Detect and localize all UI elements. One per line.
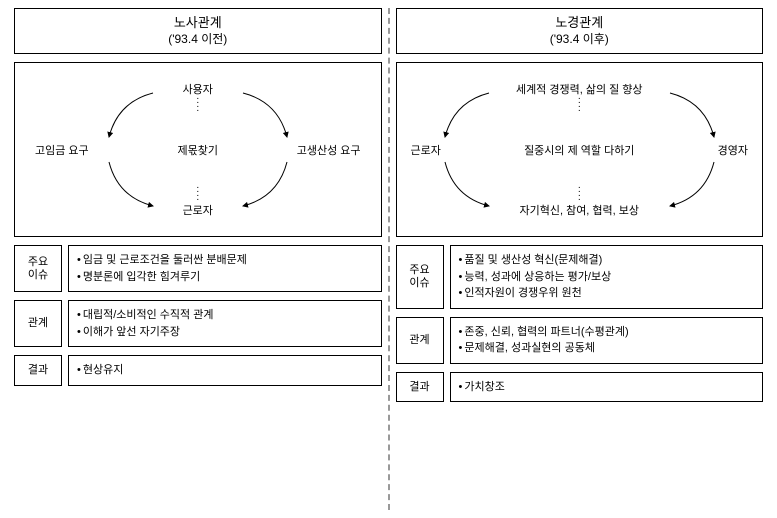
row-label: 관계 xyxy=(14,300,62,347)
left-row-issue: 주요 이슈 임금 및 근로조건을 둘러싼 분배문제 명분론에 입각한 힘겨루기 xyxy=(14,245,382,292)
arrow-icon xyxy=(233,152,293,212)
dots-icon: ···· xyxy=(578,186,581,202)
list-item: 능력, 성과에 상응하는 평가/보상 xyxy=(459,269,755,286)
right-diagram: 세계적 경쟁력, 삶의 질 향상 자기혁신, 참여, 협력, 보상 근로자 질중… xyxy=(396,62,764,237)
row-content: 대립적/소비적인 수직적 관계 이해가 앞선 자기주장 xyxy=(68,300,382,347)
right-row-result: 결과 가치창조 xyxy=(396,372,764,403)
dots-icon: ···· xyxy=(196,97,199,113)
left-diagram-left: 고임금 요구 xyxy=(35,142,89,158)
row-label: 결과 xyxy=(14,355,62,386)
list-item: 가치창조 xyxy=(459,379,755,396)
comparison-container: 노사관계 ('93.4 이전) 사용자 근로자 고임금 요구 제몫찾기 고생산성… xyxy=(0,0,777,518)
row-label: 주요 이슈 xyxy=(396,245,444,309)
list-item: 인적자원이 경쟁우위 원천 xyxy=(459,285,755,302)
left-diagram: 사용자 근로자 고임금 요구 제몫찾기 고생산성 요구 ···· ···· xyxy=(14,62,382,237)
left-row-result: 결과 현상유지 xyxy=(14,355,382,386)
dots-icon: ···· xyxy=(578,97,581,113)
list-item: 품질 및 생산성 혁신(문제해결) xyxy=(459,252,755,269)
left-column: 노사관계 ('93.4 이전) 사용자 근로자 고임금 요구 제몫찾기 고생산성… xyxy=(8,8,388,510)
row-content: 임금 및 근로조건을 둘러싼 분배문제 명분론에 입각한 힘겨루기 xyxy=(68,245,382,292)
list-item: 임금 및 근로조건을 둘러싼 분배문제 xyxy=(77,252,373,269)
list-item: 대립적/소비적인 수직적 관계 xyxy=(77,307,373,324)
left-subtitle: ('93.4 이전) xyxy=(19,32,377,48)
row-content: 현상유지 xyxy=(68,355,382,386)
arrow-icon xyxy=(660,87,720,147)
list-item: 문제해결, 성과실현의 공동체 xyxy=(459,340,755,357)
left-title-box: 노사관계 ('93.4 이전) xyxy=(14,8,382,54)
arrow-icon xyxy=(660,152,720,212)
row-label: 결과 xyxy=(396,372,444,403)
dots-icon: ···· xyxy=(196,186,199,202)
list-item: 존중, 신뢰, 협력의 파트너(수평관계) xyxy=(459,324,755,341)
arrow-icon xyxy=(103,87,163,147)
right-title: 노경관계 xyxy=(401,15,759,32)
row-content: 가치창조 xyxy=(450,372,764,403)
left-title: 노사관계 xyxy=(19,15,377,32)
right-subtitle: ('93.4 이후) xyxy=(401,32,759,48)
right-diagram-right: 경영자 xyxy=(718,142,748,158)
right-title-box: 노경관계 ('93.4 이후) xyxy=(396,8,764,54)
row-label: 관계 xyxy=(396,317,444,364)
left-diagram-right: 고생산성 요구 xyxy=(297,142,361,158)
list-item: 명분론에 입각한 힘겨루기 xyxy=(77,269,373,286)
list-item: 현상유지 xyxy=(77,362,373,379)
arrow-icon xyxy=(439,87,499,147)
arrow-icon xyxy=(233,87,293,147)
row-label: 주요 이슈 xyxy=(14,245,62,292)
arrow-icon xyxy=(439,152,499,212)
right-row-relation: 관계 존중, 신뢰, 협력의 파트너(수평관계) 문제해결, 성과실현의 공동체 xyxy=(396,317,764,364)
list-item: 이해가 앞선 자기주장 xyxy=(77,324,373,341)
row-content: 존중, 신뢰, 협력의 파트너(수평관계) 문제해결, 성과실현의 공동체 xyxy=(450,317,764,364)
row-content: 품질 및 생산성 혁신(문제해결) 능력, 성과에 상응하는 평가/보상 인적자… xyxy=(450,245,764,309)
center-divider xyxy=(388,8,390,510)
arrow-icon xyxy=(103,152,163,212)
right-diagram-left: 근로자 xyxy=(411,142,441,158)
left-diagram-center: 제몫찾기 xyxy=(178,142,218,158)
right-column: 노경관계 ('93.4 이후) 세계적 경쟁력, 삶의 질 향상 자기혁신, 참… xyxy=(390,8,770,510)
left-row-relation: 관계 대립적/소비적인 수직적 관계 이해가 앞선 자기주장 xyxy=(14,300,382,347)
right-row-issue: 주요 이슈 품질 및 생산성 혁신(문제해결) 능력, 성과에 상응하는 평가/… xyxy=(396,245,764,309)
right-diagram-center: 질중시의 제 역할 다하기 xyxy=(524,142,634,158)
